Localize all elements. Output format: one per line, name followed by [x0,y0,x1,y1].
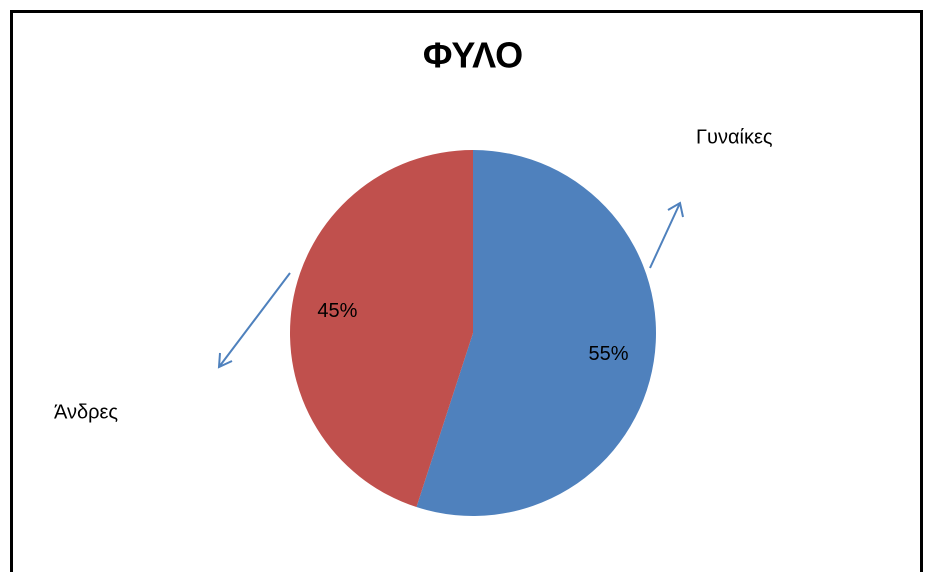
chart-frame [10,10,923,572]
pie-slice [416,150,656,516]
pie-slice [290,150,473,508]
annotation-arrows [217,201,684,369]
data-label: 55% [589,343,629,365]
category-label: Άνδρες [54,401,118,423]
category-label: Γυναίκες [696,126,773,148]
chart-title: ΦΥΛΟ [423,35,523,76]
data-label: 45% [317,300,357,322]
